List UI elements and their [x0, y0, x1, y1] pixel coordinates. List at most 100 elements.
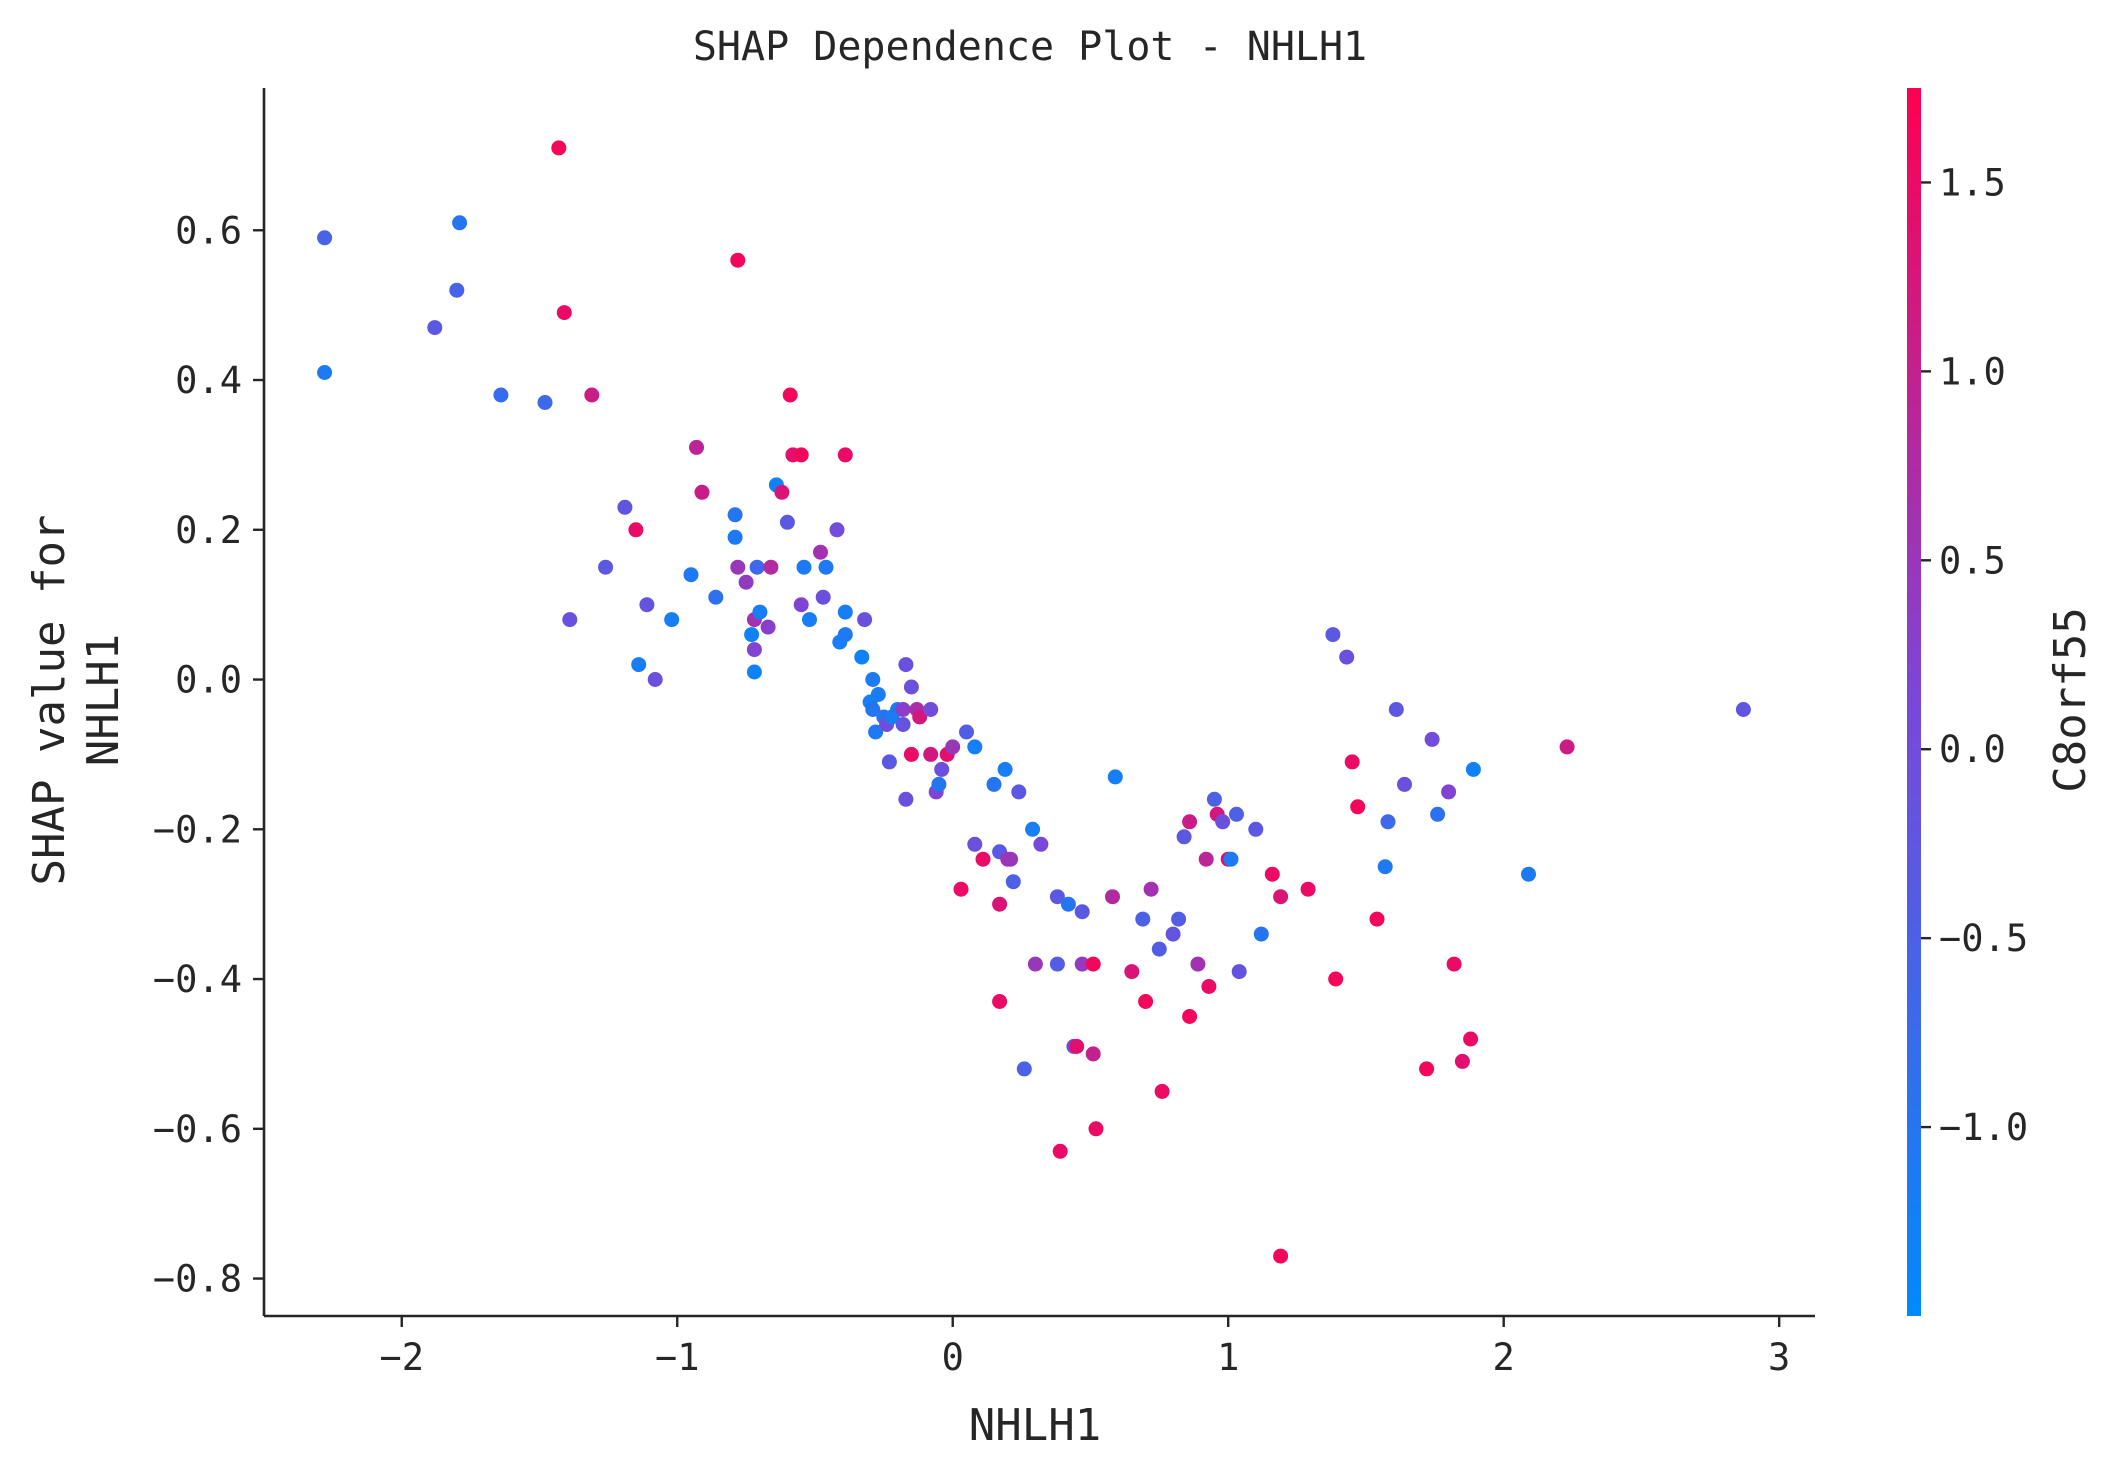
scatter-point-128 [1223, 851, 1239, 867]
scatter-point-19 [689, 439, 704, 455]
scatter-point-41 [793, 597, 809, 613]
scatter-point-79 [953, 881, 969, 897]
y-tick-label-1: 0.4 [175, 359, 242, 402]
scatter-point-20 [694, 484, 710, 500]
scatter-point-96 [1033, 836, 1049, 852]
scatter-point-10 [584, 387, 600, 403]
scatter-point-107 [1088, 1121, 1104, 1137]
scatter-point-53 [857, 612, 873, 628]
colorbar-tick-label-4: −0.5 [1939, 917, 2028, 960]
scatter-point-145 [1388, 702, 1404, 717]
scatter-point-21 [708, 589, 724, 605]
scatter-point-119 [1182, 814, 1198, 830]
colorbar-tick-label-2: 0.5 [1939, 539, 2006, 582]
scatter-point-6 [537, 395, 553, 410]
scatter-point-67 [898, 791, 914, 807]
scatter-point-51 [837, 447, 853, 463]
y-tick-label-7: −0.8 [153, 1258, 242, 1301]
scatter-point-76 [934, 761, 950, 777]
x-tick-label-3: 1 [1217, 1336, 1239, 1379]
scatter-point-82 [967, 836, 983, 852]
colorbar-tick-label-5: −1.0 [1939, 1106, 2028, 1149]
scatter-point-66 [898, 657, 914, 673]
scatter-point-57 [868, 724, 884, 740]
scatter-point-24 [730, 252, 746, 268]
scatter-point-15 [639, 597, 655, 613]
scatter-point-26 [738, 574, 754, 590]
x-tick-label-1: −1 [655, 1336, 700, 1379]
y-tick-label-3: 0.0 [175, 659, 242, 702]
scatter-point-14 [631, 657, 647, 673]
scatter-point-45 [815, 589, 831, 605]
scatter-point-142 [1369, 911, 1385, 927]
scatter-point-91 [1005, 874, 1021, 890]
scatter-point-29 [746, 642, 762, 658]
scatter-point-22 [727, 507, 743, 523]
scatter-point-130 [1231, 964, 1247, 980]
scatter-point-42 [796, 559, 812, 575]
scatter-point-140 [1344, 754, 1360, 770]
scatter-point-25 [730, 559, 746, 575]
scatter-point-2 [427, 320, 443, 336]
scatter-point-109 [1107, 769, 1123, 785]
scatter-point-99 [1052, 1143, 1068, 1159]
scatter-point-17 [664, 612, 680, 628]
colorbar-label: C8orf55 [2045, 607, 2096, 792]
scatter-point-103 [1074, 904, 1090, 920]
colorbar-tick-label-0: 1.5 [1939, 161, 2006, 204]
scatter-point-115 [1154, 1083, 1170, 1099]
scatter-point-132 [1253, 926, 1269, 942]
scatter-point-58 [870, 687, 886, 702]
scatter-point-141 [1350, 799, 1366, 815]
x-axis-label: NHLH1 [969, 1400, 1101, 1451]
scatter-point-71 [912, 709, 928, 725]
scatter-point-106 [1085, 1046, 1101, 1062]
scatter-point-86 [992, 896, 1008, 912]
scatter-point-110 [1124, 964, 1140, 980]
scatter-point-90 [1003, 851, 1019, 867]
scatter-point-49 [837, 627, 853, 643]
scatter-point-46 [818, 559, 834, 575]
scatter-point-138 [1328, 971, 1344, 987]
scatter-point-4 [449, 282, 465, 298]
scatter-point-111 [1135, 911, 1151, 927]
scatter-point-83 [975, 851, 991, 867]
scatter-point-118 [1176, 829, 1192, 845]
scatter-point-73 [923, 746, 939, 762]
scatter-point-150 [1441, 784, 1457, 800]
scatter-point-1 [317, 365, 333, 380]
chart-title: SHAP Dependence Plot - NHLH1 [693, 24, 1367, 70]
scatter-point-133 [1264, 866, 1280, 882]
scatter-point-113 [1143, 881, 1159, 897]
scatter-point-28 [746, 664, 762, 680]
x-tick-label-2: 0 [942, 1336, 964, 1379]
scatter-point-112 [1138, 994, 1154, 1009]
scatter-point-153 [1463, 1031, 1479, 1047]
y-tick-label-0: 0.6 [175, 209, 242, 252]
scatter-point-152 [1454, 1053, 1470, 1069]
scatter-point-56 [865, 702, 881, 717]
scatter-point-44 [813, 544, 828, 560]
scatter-point-139 [1339, 649, 1355, 665]
y-tick-label-4: −0.2 [153, 808, 242, 851]
scatter-point-18 [683, 567, 699, 583]
scatter-point-137 [1325, 627, 1341, 643]
scatter-points [317, 140, 1751, 1264]
scatter-point-135 [1273, 889, 1289, 905]
colorbar-tick-label-1: 1.0 [1939, 350, 2006, 393]
scatter-point-47 [829, 522, 845, 538]
x-axis-ticks: −2 −1 0 1 2 3 [379, 1316, 1790, 1379]
scatter-point-117 [1171, 911, 1187, 927]
x-tick-label-4: 2 [1493, 1336, 1515, 1379]
x-tick-label-5: 3 [1768, 1336, 1790, 1379]
scatter-point-100 [1060, 896, 1076, 912]
colorbar [1907, 88, 1921, 1316]
scatter-point-92 [1011, 784, 1027, 800]
scatter-point-84 [986, 776, 1002, 792]
scatter-point-108 [1105, 889, 1120, 905]
scatter-point-149 [1430, 806, 1446, 822]
y-axis-label-line2: NHLH1 [78, 634, 129, 766]
scatter-point-147 [1419, 1061, 1435, 1077]
scatter-point-105 [1085, 956, 1101, 972]
